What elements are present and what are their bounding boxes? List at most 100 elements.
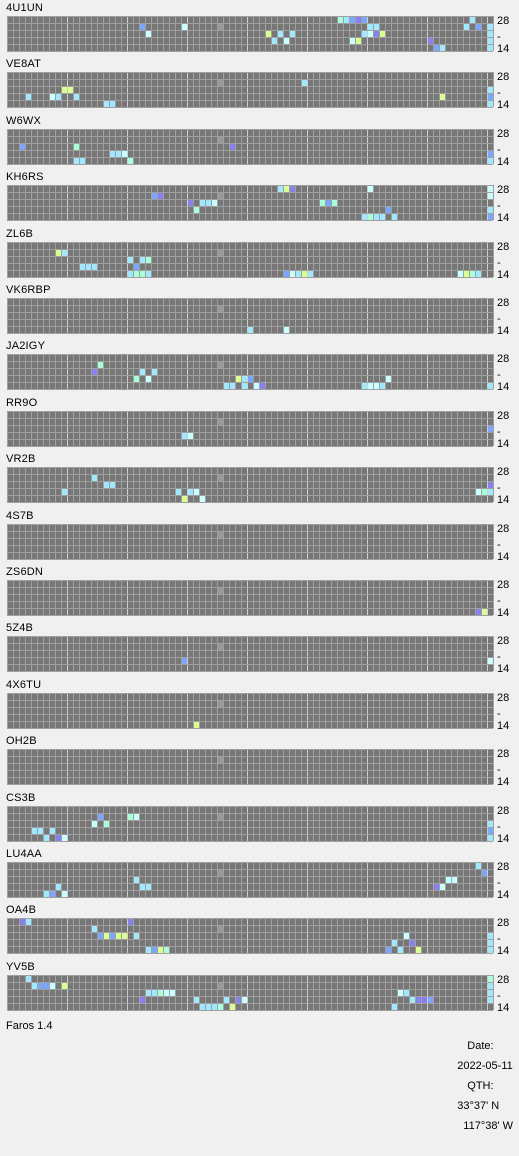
band-mid-tick: -: [497, 31, 501, 43]
activity-cell: [487, 826, 493, 834]
activity-cell: [463, 23, 469, 30]
activity-cell: [73, 93, 79, 101]
band-axis: 28 -14: [497, 353, 519, 397]
activity-cell: [487, 206, 493, 214]
time-marker: [217, 812, 223, 820]
activity-cell: [145, 375, 151, 383]
band-14-label: 14: [497, 776, 510, 789]
activity-cell: [343, 16, 349, 23]
activity-cell: [49, 826, 55, 834]
band-time-grid: [7, 749, 494, 786]
band-28-label: 28: [497, 917, 510, 930]
activity-cell: [127, 269, 133, 277]
activity-cell: [109, 149, 115, 157]
time-marker: [217, 699, 223, 707]
activity-cell: [349, 16, 355, 23]
band-14-label: 14: [497, 663, 510, 676]
band-time-grid: [7, 410, 494, 447]
callsign-label: OH2B: [6, 735, 37, 748]
band-axis: 28 -14: [497, 466, 519, 510]
station-oh2b: OH2B 28 -14: [0, 735, 519, 791]
band-28-label: 28: [497, 635, 510, 648]
activity-cell: [55, 93, 61, 101]
activity-cell: [205, 199, 211, 207]
band-14-label: 14: [497, 607, 510, 619]
band-28-label: 28: [497, 861, 510, 873]
activity-cell: [211, 199, 217, 207]
activity-cell: [283, 326, 289, 333]
activity-cell: [487, 939, 493, 947]
band-axis: 28 -14: [497, 184, 519, 228]
band-28-label: 28: [497, 691, 510, 704]
activity-cell: [307, 269, 313, 277]
activity-cell: [55, 833, 61, 841]
activity-cell: [367, 213, 373, 221]
activity-cell: [439, 44, 445, 51]
band-mid-tick: -: [497, 538, 501, 551]
band-mid-tick: -: [497, 989, 501, 1002]
band-time-grid: [7, 692, 494, 729]
callsign-label: W6WX: [6, 114, 42, 127]
band-28-label: 28: [497, 184, 510, 197]
band-time-grid: [7, 467, 494, 504]
activity-cell: [85, 262, 91, 270]
activity-cell: [361, 213, 367, 221]
activity-cell: [193, 995, 199, 1003]
activity-cell: [61, 86, 67, 94]
activity-cell: [145, 988, 151, 996]
band-time-grid: [7, 185, 494, 222]
activity-cell: [103, 932, 109, 940]
activity-cell: [379, 30, 385, 37]
activity-cell: [187, 199, 193, 207]
band-14-label: 14: [497, 1001, 510, 1014]
grid-background: [7, 805, 493, 841]
activity-cell: [199, 495, 205, 503]
activity-cell: [487, 488, 493, 496]
callsign-label: KH6RS: [6, 171, 44, 184]
activity-cell: [481, 488, 487, 496]
activity-cell: [133, 932, 139, 940]
grid-background: [7, 128, 493, 164]
activity-cell: [487, 23, 493, 30]
station-5z4b: 5Z4B 28 -14: [0, 622, 519, 678]
station-vr2b: VR2B 28 -14: [0, 453, 519, 509]
activity-cell: [55, 883, 61, 890]
activity-cell: [61, 833, 67, 841]
activity-cell: [91, 262, 97, 270]
activity-cell: [487, 995, 493, 1003]
activity-cell: [151, 946, 157, 954]
activity-cell: [61, 248, 67, 256]
activity-cell: [487, 93, 493, 101]
activity-cell: [271, 37, 277, 44]
activity-cell: [73, 142, 79, 150]
activity-cell: [265, 30, 271, 37]
activity-cell: [433, 44, 439, 51]
activity-cell: [487, 30, 493, 37]
activity-cell: [487, 382, 493, 390]
activity-cell: [367, 185, 373, 193]
station-ve8at: VE8AT 28 -14: [0, 58, 519, 114]
activity-cell: [487, 185, 493, 193]
activity-cell: [97, 361, 103, 369]
activity-cell: [103, 100, 109, 108]
activity-cell: [241, 995, 247, 1003]
activity-cell: [199, 1002, 205, 1010]
activity-cell: [229, 1002, 235, 1010]
activity-cell: [25, 974, 31, 982]
activity-cell: [367, 382, 373, 390]
activity-cell: [37, 826, 43, 834]
band-axis: 28 -14: [497, 748, 519, 792]
grid-background: [7, 749, 493, 785]
activity-cell: [475, 269, 481, 277]
activity-cell: [337, 16, 343, 23]
activity-cell: [139, 23, 145, 30]
band-14-label: 14: [497, 43, 510, 55]
band-14-label: 14: [497, 99, 510, 112]
activity-cell: [481, 608, 487, 615]
band-axis: 28 -14: [497, 579, 519, 623]
activity-cell: [19, 918, 25, 926]
activity-cell: [487, 481, 493, 489]
activity-cell: [97, 932, 103, 940]
band-mid-tick: -: [497, 87, 501, 100]
grid-background: [7, 410, 493, 446]
